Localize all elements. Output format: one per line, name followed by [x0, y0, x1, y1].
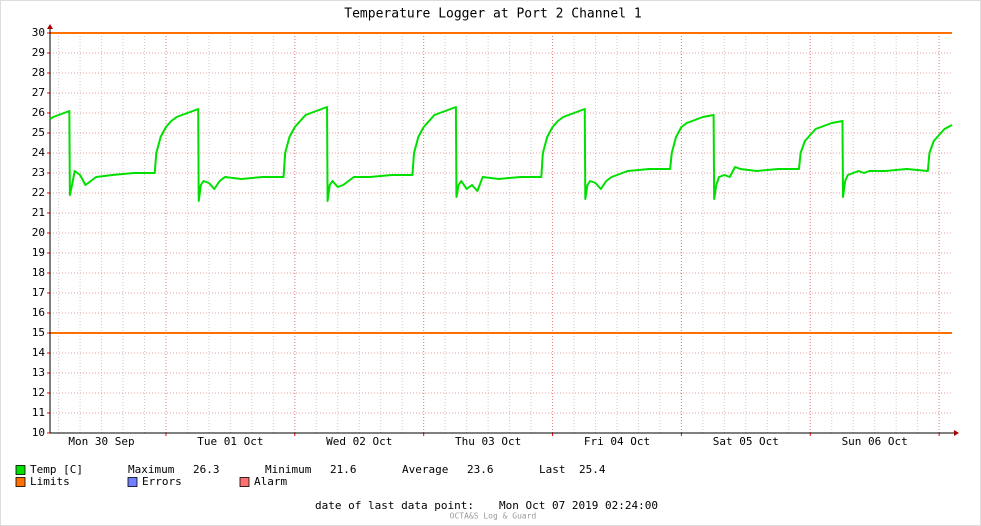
y-tick-label: 24	[32, 146, 46, 159]
y-tick-label: 14	[32, 346, 46, 359]
stat-value: 25.4	[579, 463, 606, 476]
y-tick-label: 18	[32, 266, 45, 279]
legend-label: Limits	[30, 475, 70, 488]
stat-label: Maximum	[128, 463, 175, 476]
footer: OCTA&S Log & Guard	[450, 512, 537, 521]
stat-label: Minimum	[265, 463, 312, 476]
y-tick-label: 19	[32, 246, 45, 259]
legend-label: Alarm	[254, 475, 287, 488]
x-tick-label: Thu 03 Oct	[455, 435, 521, 448]
legend-label: Errors	[142, 475, 182, 488]
y-tick-label: 12	[32, 386, 45, 399]
y-tick-label: 25	[32, 126, 45, 139]
y-tick-label: 30	[32, 26, 45, 39]
y-tick-label: 23	[32, 166, 45, 179]
x-tick-label: Tue 01 Oct	[197, 435, 263, 448]
series-line	[49, 106, 953, 202]
x-tick-label: Sat 05 Oct	[713, 435, 779, 448]
legend-swatch	[239, 477, 250, 487]
stat-value: 21.6	[330, 463, 357, 476]
last-point-date: Mon Oct 07 2019 02:24:00	[499, 499, 658, 512]
x-axis-arrow	[954, 430, 959, 436]
stat-label: Average	[402, 463, 448, 476]
y-tick-label: 27	[32, 86, 45, 99]
x-tick-label: Mon 30 Sep	[68, 435, 134, 448]
last-point-label: date of last data point:	[315, 499, 474, 512]
x-tick-label: Wed 02 Oct	[326, 435, 392, 448]
stat-label: Last	[539, 463, 566, 476]
y-tick-label: 21	[32, 206, 45, 219]
y-tick-label: 29	[32, 46, 45, 59]
legend-swatch	[15, 465, 26, 475]
y-tick-label: 10	[32, 426, 45, 439]
y-tick-label: 26	[32, 106, 45, 119]
y-tick-label: 28	[32, 66, 45, 79]
y-tick-label: 17	[32, 286, 45, 299]
chart-title: Temperature Logger at Port 2 Channel 1	[344, 7, 641, 22]
stat-value: 23.6	[467, 463, 494, 476]
stat-value: 26.3	[193, 463, 220, 476]
y-tick-label: 13	[32, 366, 45, 379]
y-tick-label: 16	[32, 306, 45, 319]
legend-label: Temp [C]	[30, 463, 83, 476]
y-tick-label: 11	[32, 406, 45, 419]
legend-swatch	[127, 477, 138, 487]
x-tick-label: Fri 04 Oct	[584, 435, 650, 448]
y-tick-label: 22	[32, 186, 45, 199]
y-axis-arrow	[47, 24, 53, 29]
y-tick-label: 15	[32, 326, 45, 339]
y-tick-label: 20	[32, 226, 45, 239]
legend-swatch	[15, 477, 26, 487]
x-tick-label: Sun 06 Oct	[842, 435, 908, 448]
